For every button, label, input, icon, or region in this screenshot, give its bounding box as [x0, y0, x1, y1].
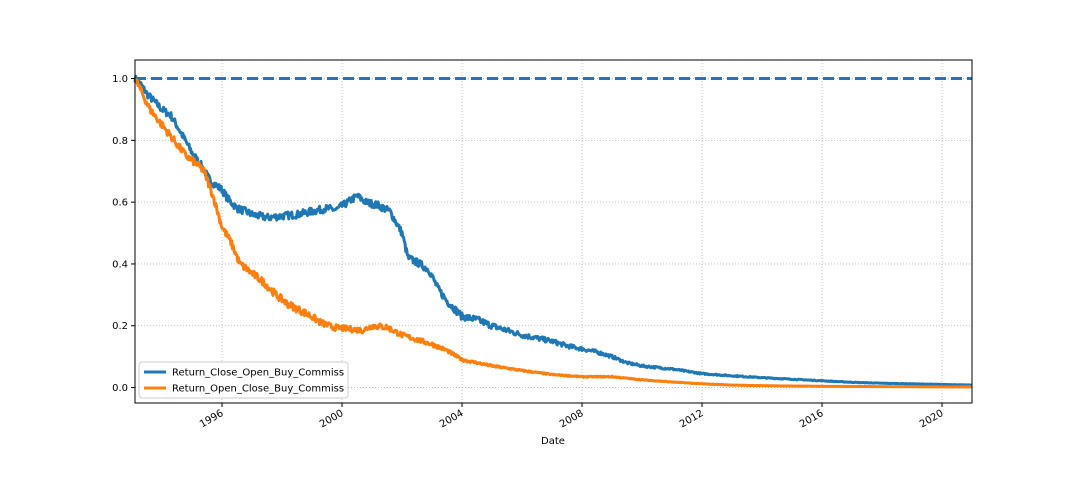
- x-tick-label: 2004: [438, 408, 466, 430]
- y-tick-label: 0.4: [112, 259, 128, 270]
- x-tick-label: 2012: [678, 408, 706, 430]
- x-tick-label: 2020: [918, 408, 946, 430]
- legend: Return_Close_Open_Buy_Commiss Return_Ope…: [138, 361, 349, 399]
- x-tick-label: 2016: [798, 408, 826, 430]
- x-tick-label: 2000: [318, 408, 346, 430]
- grid-lines: [135, 60, 972, 403]
- y-tick-label: 0.6: [112, 198, 128, 209]
- series-line-1: [134, 78, 973, 389]
- y-tick-label: 0.2: [112, 321, 128, 332]
- x-axis-title: Date: [541, 436, 565, 447]
- legend-box: [138, 361, 349, 399]
- plot-frame: [134, 59, 973, 404]
- y-tick-label: 0.0: [112, 383, 128, 394]
- legend-label-close-open: Return_Close_Open_Buy_Commiss: [172, 368, 344, 379]
- y-tick-label: 0.8: [112, 136, 128, 147]
- x-tick-label: 1996: [198, 408, 226, 430]
- series-line-0: [133, 74, 973, 387]
- series-lines: [133, 74, 973, 389]
- x-tick-label: 2008: [558, 408, 586, 430]
- y-tick-label: 1.0: [112, 74, 128, 85]
- legend-label-open-close: Return_Open_Close_Buy_Commiss: [172, 384, 344, 395]
